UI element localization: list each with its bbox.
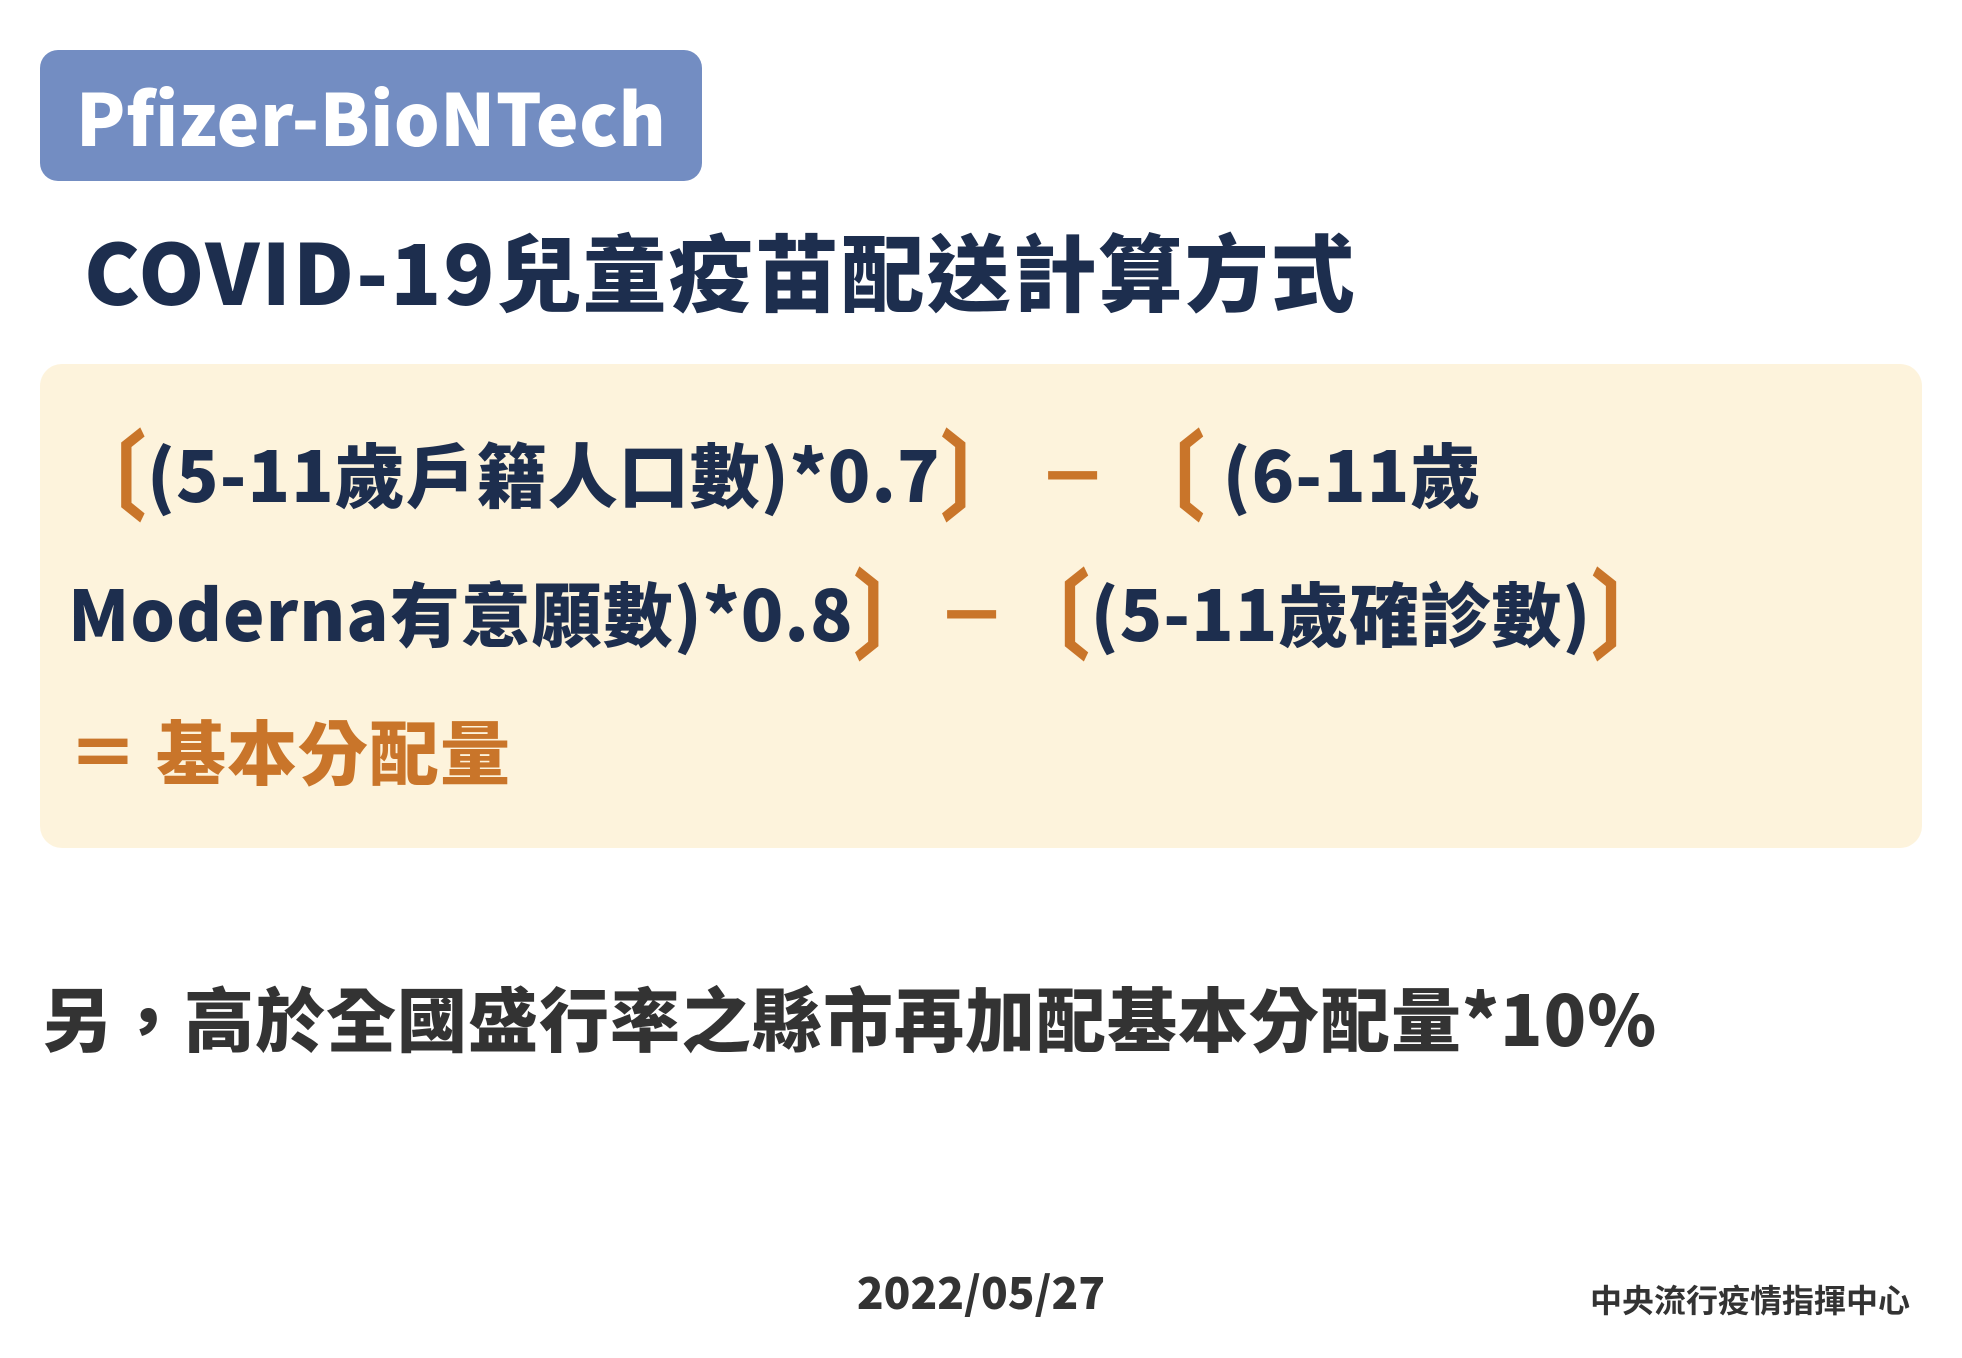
close-bracket-icon: 〕 (854, 523, 933, 697)
open-bracket-icon: 〔 (68, 385, 147, 559)
minus-op-1: － (1020, 422, 1127, 523)
additional-note: 另，高於全國盛行率之縣市再加配基本分配量*10% (40, 966, 1922, 1067)
open-bracket-icon: 〔 (1012, 523, 1091, 697)
formula-term-1: (5-11歲戶籍人口數)*0.7 (147, 422, 941, 523)
page-title: COVID-19兒童疫苗配送計算方式 (40, 209, 1922, 330)
formula-expression: 〔(5-11歲戶籍人口數)*0.7〕－〔 (6-11歲 Moderna有意願數)… (68, 400, 1894, 678)
open-bracket-icon: 〔 (1127, 385, 1206, 559)
formula-term-3: (5-11歲確診數) (1091, 561, 1592, 662)
formula-result-line: ＝ 基本分配量 (68, 688, 1894, 813)
slide-root: Pfizer-BioNTech COVID-19兒童疫苗配送計算方式 〔(5-1… (0, 0, 1962, 1358)
source-attribution: 中央流行疫情指揮中心 (1590, 1276, 1910, 1322)
formula-result: 基本分配量 (156, 699, 511, 800)
minus-op-2: － (933, 561, 1012, 662)
formula-term-2b: Moderna有意願數)*0.8 (68, 561, 854, 662)
close-bracket-icon: 〕 (941, 385, 1020, 559)
formula-box: 〔(5-11歲戶籍人口數)*0.7〕－〔 (6-11歲 Moderna有意願數)… (40, 364, 1922, 848)
formula-term-2a: (6-11歲 (1223, 422, 1482, 523)
vaccine-badge: Pfizer-BioNTech (40, 50, 702, 181)
close-bracket-icon: 〕 (1591, 523, 1670, 697)
equals-sign: ＝ (68, 699, 139, 800)
